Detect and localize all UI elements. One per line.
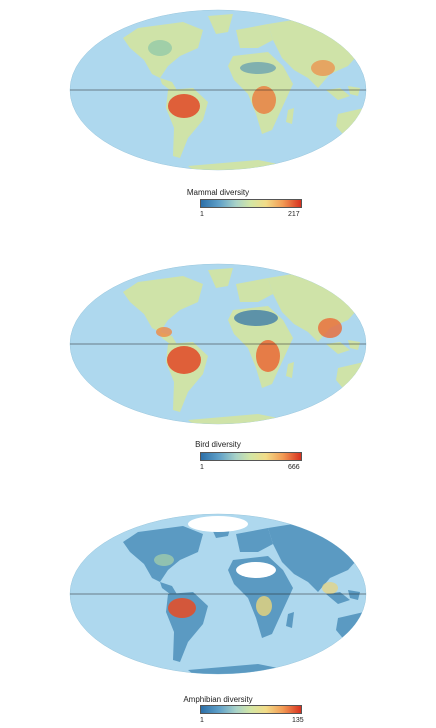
legend-min-label: 1 [200,211,204,218]
map-panel-bird: Bird diversity 1 666 [0,262,436,482]
legend-max-label: 217 [288,211,300,218]
map-panel-amphibian: Amphibian diversity 1 135 [0,512,436,728]
legend-title: Bird diversity [195,440,241,449]
world-map-mammal [69,9,367,171]
legend-colorbar [200,452,302,461]
legend-min-label: 1 [200,717,204,724]
legend-title: Mammal diversity [186,188,250,197]
legend-max-label: 666 [288,464,300,471]
legend-colorbar [200,199,302,208]
legend-title: Amphibian diversity [183,695,253,704]
legend-max-label: 135 [292,717,304,724]
world-map-amphibian [69,513,367,675]
legend-colorbar [200,705,302,714]
map-panel-mammal: Mammal diversity 1 217 [0,8,436,228]
world-map-bird [69,263,367,425]
legend-min-label: 1 [200,464,204,471]
